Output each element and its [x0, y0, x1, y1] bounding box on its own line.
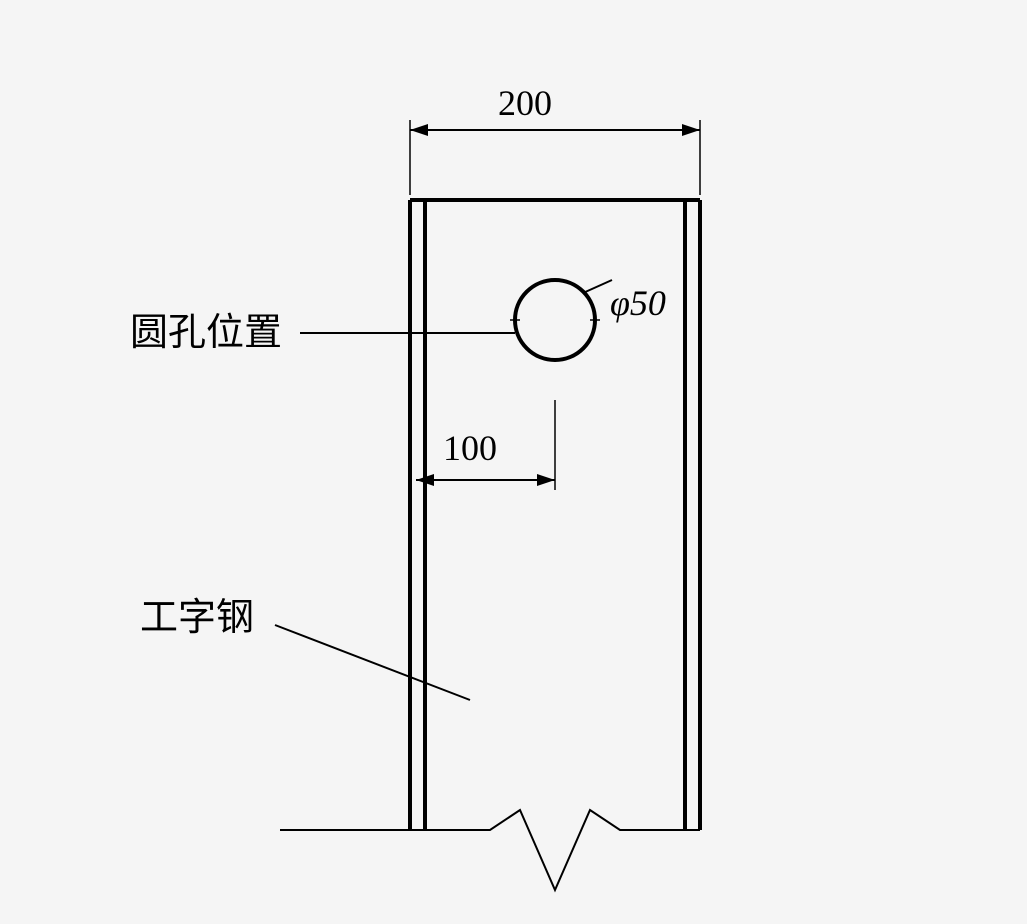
ibeam-label-group: 工字钢	[140, 597, 470, 700]
inner-dimension: 100	[416, 400, 555, 490]
hole	[510, 280, 612, 360]
hole-position-label: 圆孔位置	[130, 312, 282, 354]
engineering-diagram: 200 φ50 圆孔位置	[0, 0, 1027, 924]
ibeam-label: 工字钢	[140, 597, 254, 639]
inner-dimension-value: 100	[443, 428, 497, 468]
hole-position-label-group: 圆孔位置	[130, 312, 515, 354]
break-line	[280, 810, 700, 890]
hole-diameter-label: φ50	[610, 283, 666, 323]
top-dimension: 200	[410, 83, 700, 195]
top-dimension-value: 200	[498, 83, 552, 123]
